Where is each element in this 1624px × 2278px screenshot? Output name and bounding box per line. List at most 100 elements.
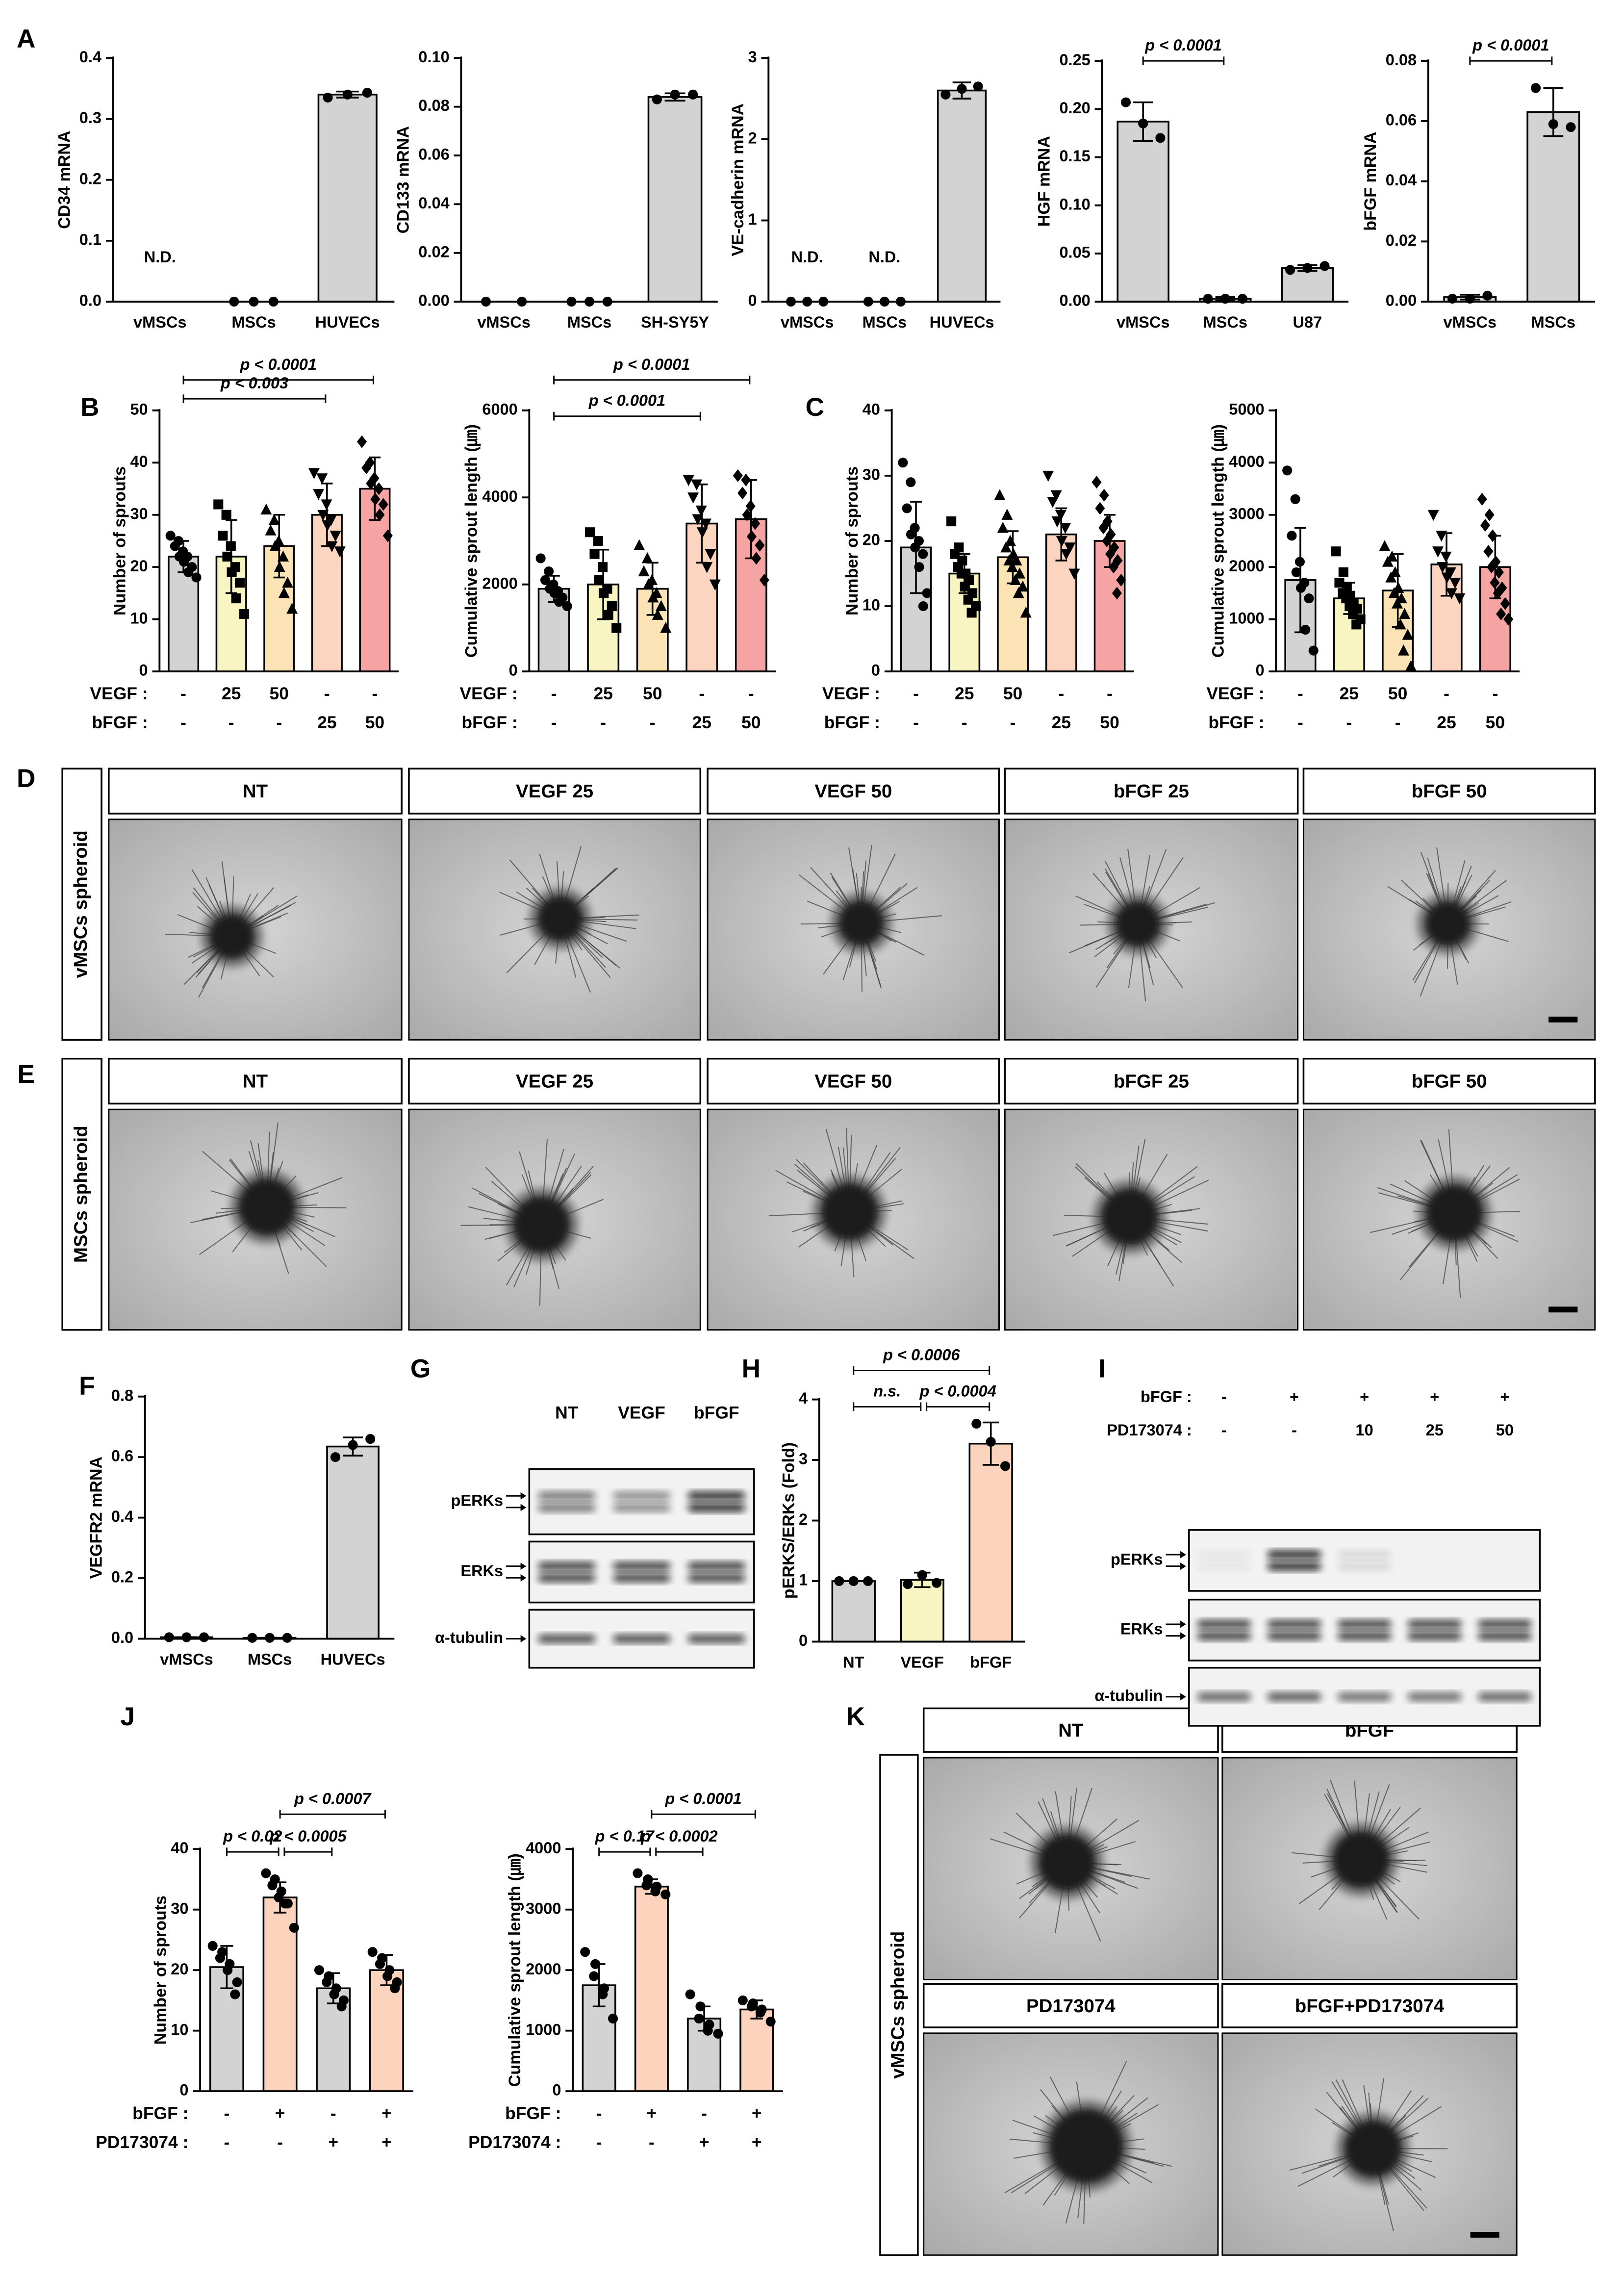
treatment-label: - xyxy=(701,2103,707,2123)
x-tick-label: vMSCs xyxy=(1444,313,1497,331)
image-header: NT xyxy=(243,1071,268,1092)
data-point xyxy=(910,542,920,553)
treatment-label: + xyxy=(699,2132,710,2152)
treatment-label: - xyxy=(324,684,330,703)
data-point xyxy=(1047,497,1059,508)
data-point xyxy=(647,591,659,603)
blot-box xyxy=(528,1540,755,1604)
data-point xyxy=(598,562,608,572)
spheroid xyxy=(1100,1188,1159,1246)
data-point xyxy=(963,594,973,605)
data-point xyxy=(1102,515,1113,528)
y-axis-label: CD133 mRNA xyxy=(394,126,412,233)
data-point xyxy=(1295,583,1306,593)
panel-letter: K xyxy=(846,1702,864,1731)
treatment-label: + xyxy=(752,2132,762,2152)
y-tick-label: 20 xyxy=(171,1960,188,1978)
bar xyxy=(647,96,703,303)
y-axis-label: Number of sprouts xyxy=(843,466,862,615)
data-point xyxy=(903,1579,913,1589)
data-point xyxy=(1566,122,1576,132)
data-point xyxy=(1042,470,1054,482)
data-point xyxy=(1155,133,1166,143)
treatment-label: 50 xyxy=(1486,713,1505,732)
data-point xyxy=(375,1959,385,1969)
treatment-label: - xyxy=(1492,684,1498,703)
panel-letter: C xyxy=(806,393,824,422)
arrow-head xyxy=(520,1635,527,1642)
data-point xyxy=(1091,476,1102,489)
data-point xyxy=(1351,619,1362,630)
scale-bar xyxy=(1470,2231,1499,2238)
header-box xyxy=(922,1707,1219,1753)
data-point xyxy=(695,505,707,517)
significance-label: p < 0.0001 xyxy=(1472,36,1549,54)
data-point xyxy=(633,1868,643,1878)
data-point xyxy=(1382,556,1394,567)
data-point xyxy=(329,1989,339,1999)
y-tick-label: 0.2 xyxy=(79,170,102,187)
data-point xyxy=(289,1922,299,1933)
y-tick-label: 50 xyxy=(130,400,148,418)
data-point xyxy=(641,1880,652,1891)
data-point xyxy=(1285,265,1295,275)
blot-band xyxy=(613,1562,670,1570)
significance-label: p < 0.0007 xyxy=(294,1790,372,1807)
treatment-label: - xyxy=(962,713,967,732)
data-point xyxy=(746,2001,757,2012)
data-point xyxy=(1494,565,1504,579)
y-tick-label: 20 xyxy=(130,557,148,575)
data-point xyxy=(1486,561,1497,574)
y-tick-label: 0.4 xyxy=(79,48,102,66)
blot-band xyxy=(613,1574,670,1582)
y-axis-label: Cumulative sprout length (㎛) xyxy=(1209,424,1228,658)
data-point xyxy=(1102,534,1112,548)
blot-box xyxy=(528,1468,755,1536)
y-tick-label: 0.00 xyxy=(1059,292,1090,309)
treatment-name: bFGF : xyxy=(132,2103,188,2123)
significance-label: p < 0.0001 xyxy=(613,356,690,373)
data-point xyxy=(1304,593,1314,604)
data-point xyxy=(165,531,176,541)
data-point xyxy=(1138,118,1148,128)
data-point xyxy=(642,578,654,589)
treatment-label: - xyxy=(1221,1388,1227,1406)
treatment-label: - xyxy=(1395,713,1401,732)
data-point xyxy=(655,600,667,612)
treatment-label: - xyxy=(1292,1421,1297,1439)
data-point xyxy=(906,477,916,487)
x-tick-label: U87 xyxy=(1293,313,1322,331)
data-point xyxy=(1061,549,1072,561)
micrograph xyxy=(1221,2032,1518,2256)
data-point xyxy=(737,486,748,500)
treatment-label: - xyxy=(748,684,754,703)
blot-band xyxy=(688,1562,745,1570)
data-point xyxy=(741,473,751,486)
y-tick-label: 0 xyxy=(799,1632,808,1649)
side-box xyxy=(879,1754,919,2256)
data-point xyxy=(1112,587,1122,600)
arrow-head xyxy=(520,1562,527,1570)
x-tick-label: vMSCs xyxy=(477,313,530,331)
blot-band xyxy=(538,1492,595,1500)
y-tick-label: 5000 xyxy=(1229,400,1264,418)
side-label: vMSCs spheroid xyxy=(70,830,91,978)
data-point xyxy=(227,567,237,577)
data-point xyxy=(687,492,699,504)
data-point xyxy=(755,2007,765,2018)
treatment-label: + xyxy=(1430,1388,1439,1406)
header-box xyxy=(1004,1057,1299,1105)
data-point xyxy=(956,568,966,579)
data-point xyxy=(713,2028,723,2039)
treatment-label: - xyxy=(1444,684,1449,703)
side-label: vMSCs spheroid xyxy=(888,1931,909,2079)
data-point xyxy=(1051,516,1063,528)
data-point xyxy=(917,1570,927,1580)
blot-band xyxy=(538,1635,595,1643)
header-box xyxy=(707,1057,1000,1105)
scale-bar xyxy=(1548,1016,1578,1023)
y-tick-label: 0.06 xyxy=(418,146,449,163)
data-point xyxy=(326,541,338,553)
blot-band xyxy=(1338,1632,1392,1640)
data-point xyxy=(382,529,393,542)
